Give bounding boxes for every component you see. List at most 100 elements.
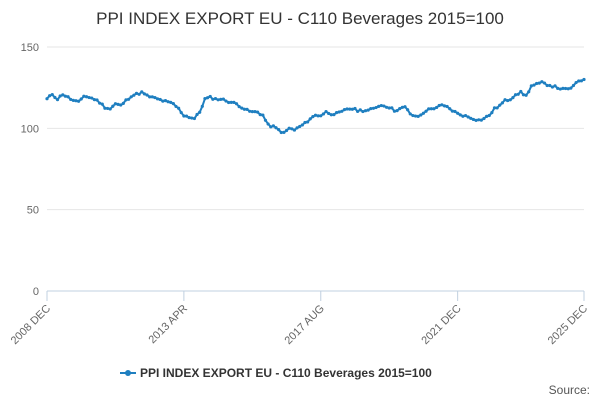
- data-point[interactable]: [429, 107, 433, 111]
- data-point[interactable]: [50, 93, 54, 97]
- data-point[interactable]: [76, 99, 81, 103]
- data-point[interactable]: [356, 109, 360, 114]
- data-point[interactable]: [361, 109, 365, 114]
- data-point[interactable]: [550, 85, 555, 89]
- data-point[interactable]: [55, 98, 60, 102]
- data-point[interactable]: [74, 99, 78, 103]
- data-point[interactable]: [508, 98, 512, 102]
- data-point[interactable]: [87, 95, 91, 100]
- data-point[interactable]: [245, 107, 249, 111]
- data-point[interactable]: [48, 94, 52, 98]
- data-point[interactable]: [419, 113, 423, 117]
- data-point[interactable]: [485, 114, 489, 118]
- data-point[interactable]: [298, 124, 302, 129]
- data-point[interactable]: [411, 113, 415, 118]
- data-point[interactable]: [258, 113, 262, 117]
- data-point[interactable]: [108, 107, 112, 111]
- data-point[interactable]: [63, 94, 68, 98]
- data-point[interactable]: [477, 118, 481, 122]
- legend[interactable]: PPI INDEX EXPORT EU - C110 Beverages 201…: [120, 366, 432, 380]
- data-point[interactable]: [90, 96, 94, 100]
- data-point[interactable]: [548, 83, 552, 88]
- data-point[interactable]: [105, 106, 110, 111]
- data-point[interactable]: [487, 113, 491, 118]
- data-point[interactable]: [266, 122, 270, 126]
- data-point[interactable]: [395, 109, 399, 113]
- series-line[interactable]: [46, 78, 585, 134]
- data-point[interactable]: [434, 105, 439, 110]
- data-point[interactable]: [303, 120, 307, 125]
- data-point[interactable]: [306, 120, 310, 124]
- data-point[interactable]: [187, 115, 191, 120]
- data-point[interactable]: [511, 96, 515, 100]
- data-point[interactable]: [561, 86, 565, 90]
- data-point[interactable]: [53, 95, 57, 100]
- data-point[interactable]: [184, 114, 189, 118]
- data-point[interactable]: [392, 109, 397, 113]
- data-point[interactable]: [308, 117, 312, 121]
- data-point[interactable]: [140, 90, 144, 94]
- data-point[interactable]: [479, 118, 483, 122]
- data-point[interactable]: [432, 107, 436, 111]
- data-point[interactable]: [556, 86, 560, 90]
- data-point[interactable]: [332, 113, 336, 117]
- data-point[interactable]: [340, 109, 344, 113]
- data-point[interactable]: [208, 94, 212, 99]
- data-point[interactable]: [519, 89, 523, 94]
- data-point[interactable]: [234, 102, 239, 106]
- data-point[interactable]: [290, 127, 294, 131]
- data-point[interactable]: [200, 104, 204, 108]
- data-point[interactable]: [450, 109, 454, 113]
- data-point[interactable]: [153, 95, 157, 100]
- data-point[interactable]: [227, 100, 231, 105]
- data-point[interactable]: [269, 125, 273, 129]
- data-point[interactable]: [558, 87, 562, 91]
- data-point[interactable]: [163, 99, 168, 103]
- data-point[interactable]: [350, 107, 354, 111]
- data-point[interactable]: [540, 80, 544, 84]
- data-point[interactable]: [69, 97, 73, 102]
- data-point[interactable]: [237, 105, 241, 109]
- data-point[interactable]: [250, 110, 254, 114]
- data-point[interactable]: [553, 84, 557, 88]
- data-point[interactable]: [137, 92, 141, 96]
- data-point[interactable]: [524, 93, 528, 97]
- data-point[interactable]: [424, 109, 428, 113]
- data-point[interactable]: [527, 90, 531, 94]
- data-point[interactable]: [282, 130, 286, 135]
- data-point[interactable]: [61, 93, 65, 97]
- data-point[interactable]: [174, 104, 178, 109]
- data-point[interactable]: [369, 107, 373, 111]
- data-point[interactable]: [427, 107, 431, 111]
- data-point[interactable]: [287, 126, 291, 130]
- data-point[interactable]: [384, 105, 389, 109]
- data-point[interactable]: [334, 111, 339, 115]
- data-point[interactable]: [103, 106, 107, 110]
- data-point[interactable]: [398, 106, 402, 111]
- data-point[interactable]: [437, 103, 441, 108]
- data-point[interactable]: [240, 106, 244, 110]
- data-point[interactable]: [229, 100, 233, 104]
- data-point[interactable]: [119, 103, 123, 107]
- data-point[interactable]: [371, 106, 376, 110]
- data-point[interactable]: [198, 110, 202, 114]
- data-point[interactable]: [542, 81, 547, 85]
- data-point[interactable]: [563, 86, 568, 91]
- data-point[interactable]: [498, 103, 502, 107]
- series-layer[interactable]: [45, 77, 586, 135]
- data-point[interactable]: [582, 77, 586, 82]
- data-point[interactable]: [532, 83, 536, 87]
- data-point[interactable]: [503, 98, 507, 102]
- data-point[interactable]: [413, 114, 418, 118]
- data-point[interactable]: [155, 97, 160, 101]
- data-point[interactable]: [232, 100, 236, 104]
- data-point[interactable]: [179, 110, 183, 115]
- data-point[interactable]: [148, 95, 152, 99]
- data-point[interactable]: [248, 109, 252, 113]
- data-point[interactable]: [416, 114, 420, 118]
- data-point[interactable]: [98, 101, 102, 105]
- data-point[interactable]: [529, 84, 533, 88]
- data-point[interactable]: [516, 92, 520, 96]
- data-point[interactable]: [313, 113, 318, 117]
- data-point[interactable]: [363, 109, 368, 113]
